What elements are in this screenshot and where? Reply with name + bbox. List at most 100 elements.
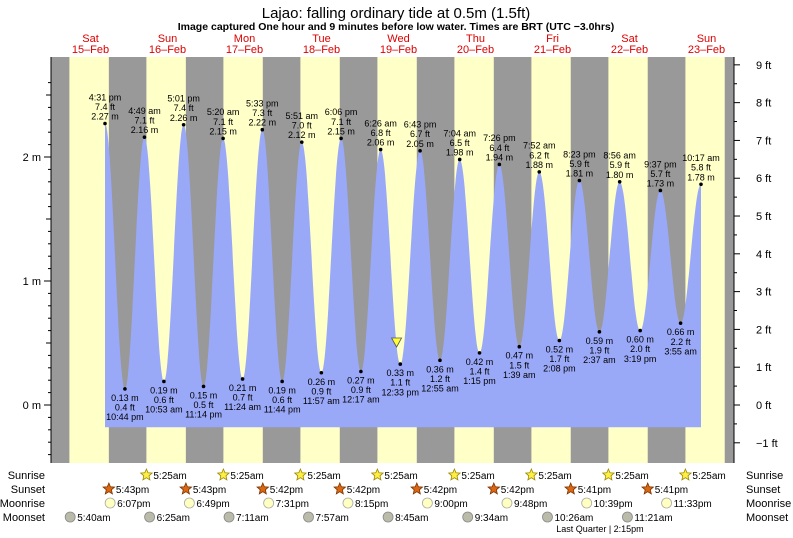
high-tide-label: 1.88 m	[526, 160, 554, 170]
high-tide-label: 9:37 pm	[644, 159, 677, 169]
high-tide-label: 2.26 m	[170, 113, 198, 123]
low-tide-label: 0.26 m	[308, 377, 336, 387]
moon-phase-label: Last Quarter | 2:15pm	[556, 524, 643, 534]
low-tide-label: 0.4 ft	[115, 402, 136, 412]
high-tide-label: 8:56 am	[603, 151, 636, 161]
sunset-icon	[102, 481, 116, 495]
moonset-time: 9:34am	[475, 513, 508, 524]
moonrise-time: 6:49pm	[196, 499, 229, 510]
sunrise-icon	[524, 467, 539, 481]
left-tick-label: 1 m	[23, 276, 41, 288]
moonset-icon	[303, 511, 314, 523]
high-tide-label: 5.9 ft	[569, 159, 590, 169]
right-tick-label: 3 ft	[756, 287, 771, 299]
extreme-point	[299, 140, 304, 144]
sunset-row-label: Sunset	[11, 484, 45, 496]
high-tide-label: 7.4 ft	[95, 102, 116, 112]
extreme-point	[577, 178, 582, 183]
extreme-point	[260, 127, 265, 132]
low-tide-label: 0.27 m	[347, 376, 375, 386]
sunset-icon	[640, 481, 655, 495]
high-tide-label: 2.16 m	[131, 125, 159, 135]
high-tide-label: 5.8 ft	[691, 163, 712, 173]
low-tide-label: 10:53 am	[145, 405, 183, 415]
low-tide-label: 11:57 am	[303, 396, 340, 406]
right-tick-label: 9 ft	[756, 60, 771, 72]
sunset-time: 5:42pm	[501, 485, 534, 496]
high-tide-label: 5.7 ft	[650, 169, 671, 179]
day-name: Thu	[466, 33, 485, 45]
low-tide-label: 11:14 pm	[185, 410, 222, 420]
extreme-point	[201, 384, 206, 389]
high-tide-label: 5:01 pm	[167, 94, 200, 104]
right-tick-label: 7 ft	[756, 135, 771, 147]
moonrise-icon	[183, 497, 195, 509]
sunrise-icon	[678, 467, 693, 481]
extreme-point	[658, 188, 663, 193]
high-tide-label: 7.1 ft	[134, 116, 155, 126]
day-date: 20–Feb	[457, 44, 494, 56]
day-date: 23–Feb	[688, 44, 725, 56]
moonset-row-label: Moonset	[3, 512, 45, 524]
low-tide-label: 11:24 am	[224, 402, 261, 412]
high-tide-label: 7:52 am	[523, 141, 556, 151]
day-name: Sun	[158, 33, 178, 45]
extreme-point	[557, 338, 562, 343]
sunrise-row-label: Sunrise	[8, 470, 45, 482]
night-band	[724, 57, 734, 463]
moonset-icon	[542, 511, 553, 523]
day-date: 17–Feb	[226, 44, 263, 56]
low-tide-label: 11:44 pm	[264, 405, 301, 415]
sunrise-icon	[601, 467, 616, 481]
moonrise-time: 9:48pm	[514, 499, 547, 510]
sunset-time: 5:41pm	[655, 485, 688, 496]
high-tide-label: 5.9 ft	[610, 160, 631, 170]
high-tide-label: 7.1 ft	[331, 117, 352, 127]
low-tide-label: 0.7 ft	[233, 393, 254, 403]
sunset-icon	[256, 481, 270, 495]
sunrise-icon	[216, 467, 231, 481]
high-tide-label: 2.15 m	[327, 126, 355, 136]
high-tide-label: 5:33 pm	[246, 99, 279, 109]
moonrise-time: 7:31pm	[276, 499, 309, 510]
high-tide-label: 1.94 m	[486, 152, 514, 162]
high-tide-label: 1.80 m	[606, 170, 634, 180]
sunrise-icon	[293, 467, 308, 481]
low-tide-label: 12:17 am	[342, 395, 380, 405]
sunrise-row-label-right: Sunrise	[746, 470, 783, 482]
extreme-point	[398, 362, 403, 366]
sunrise-time: 5:25am	[307, 471, 340, 482]
low-tide-label: 12:33 pm	[382, 387, 420, 397]
high-tide-label: 7:04 am	[443, 128, 476, 138]
low-tide-label: 0.13 m	[111, 393, 139, 403]
right-tick-label: 8 ft	[756, 98, 771, 110]
low-tide-label: 0.19 m	[150, 385, 178, 395]
extreme-point	[678, 321, 683, 325]
low-tide-label: 0.21 m	[229, 383, 257, 393]
low-tide-label: 1.2 ft	[430, 374, 451, 384]
right-tick-label: −1 ft	[756, 438, 778, 450]
low-tide-label: 2:08 pm	[543, 364, 576, 374]
extreme-point	[638, 328, 642, 333]
sunrise-icon	[370, 467, 385, 481]
high-tide-label: 6.8 ft	[371, 128, 392, 138]
high-tide-label: 7.4 ft	[174, 103, 195, 113]
sunset-icon	[333, 481, 347, 495]
low-tide-label: 2.2 ft	[671, 337, 692, 347]
moonset-row-label-right: Moonset	[746, 512, 788, 524]
low-tide-label: 0.33 m	[387, 368, 415, 378]
high-tide-label: 7:26 pm	[483, 133, 516, 143]
sunset-time: 5:42pm	[424, 485, 457, 496]
extreme-point	[280, 379, 284, 384]
sunset-time: 5:43pm	[116, 485, 149, 496]
sunrise-time: 5:25am	[615, 471, 648, 482]
extreme-point	[617, 180, 622, 184]
right-tick-label: 4 ft	[756, 249, 771, 261]
low-tide-label: 3:19 pm	[624, 354, 657, 364]
extreme-point	[378, 147, 383, 152]
high-tide-label: 5:20 am	[207, 107, 240, 117]
extreme-point	[438, 358, 442, 363]
moonset-time: 6:25am	[157, 513, 190, 524]
